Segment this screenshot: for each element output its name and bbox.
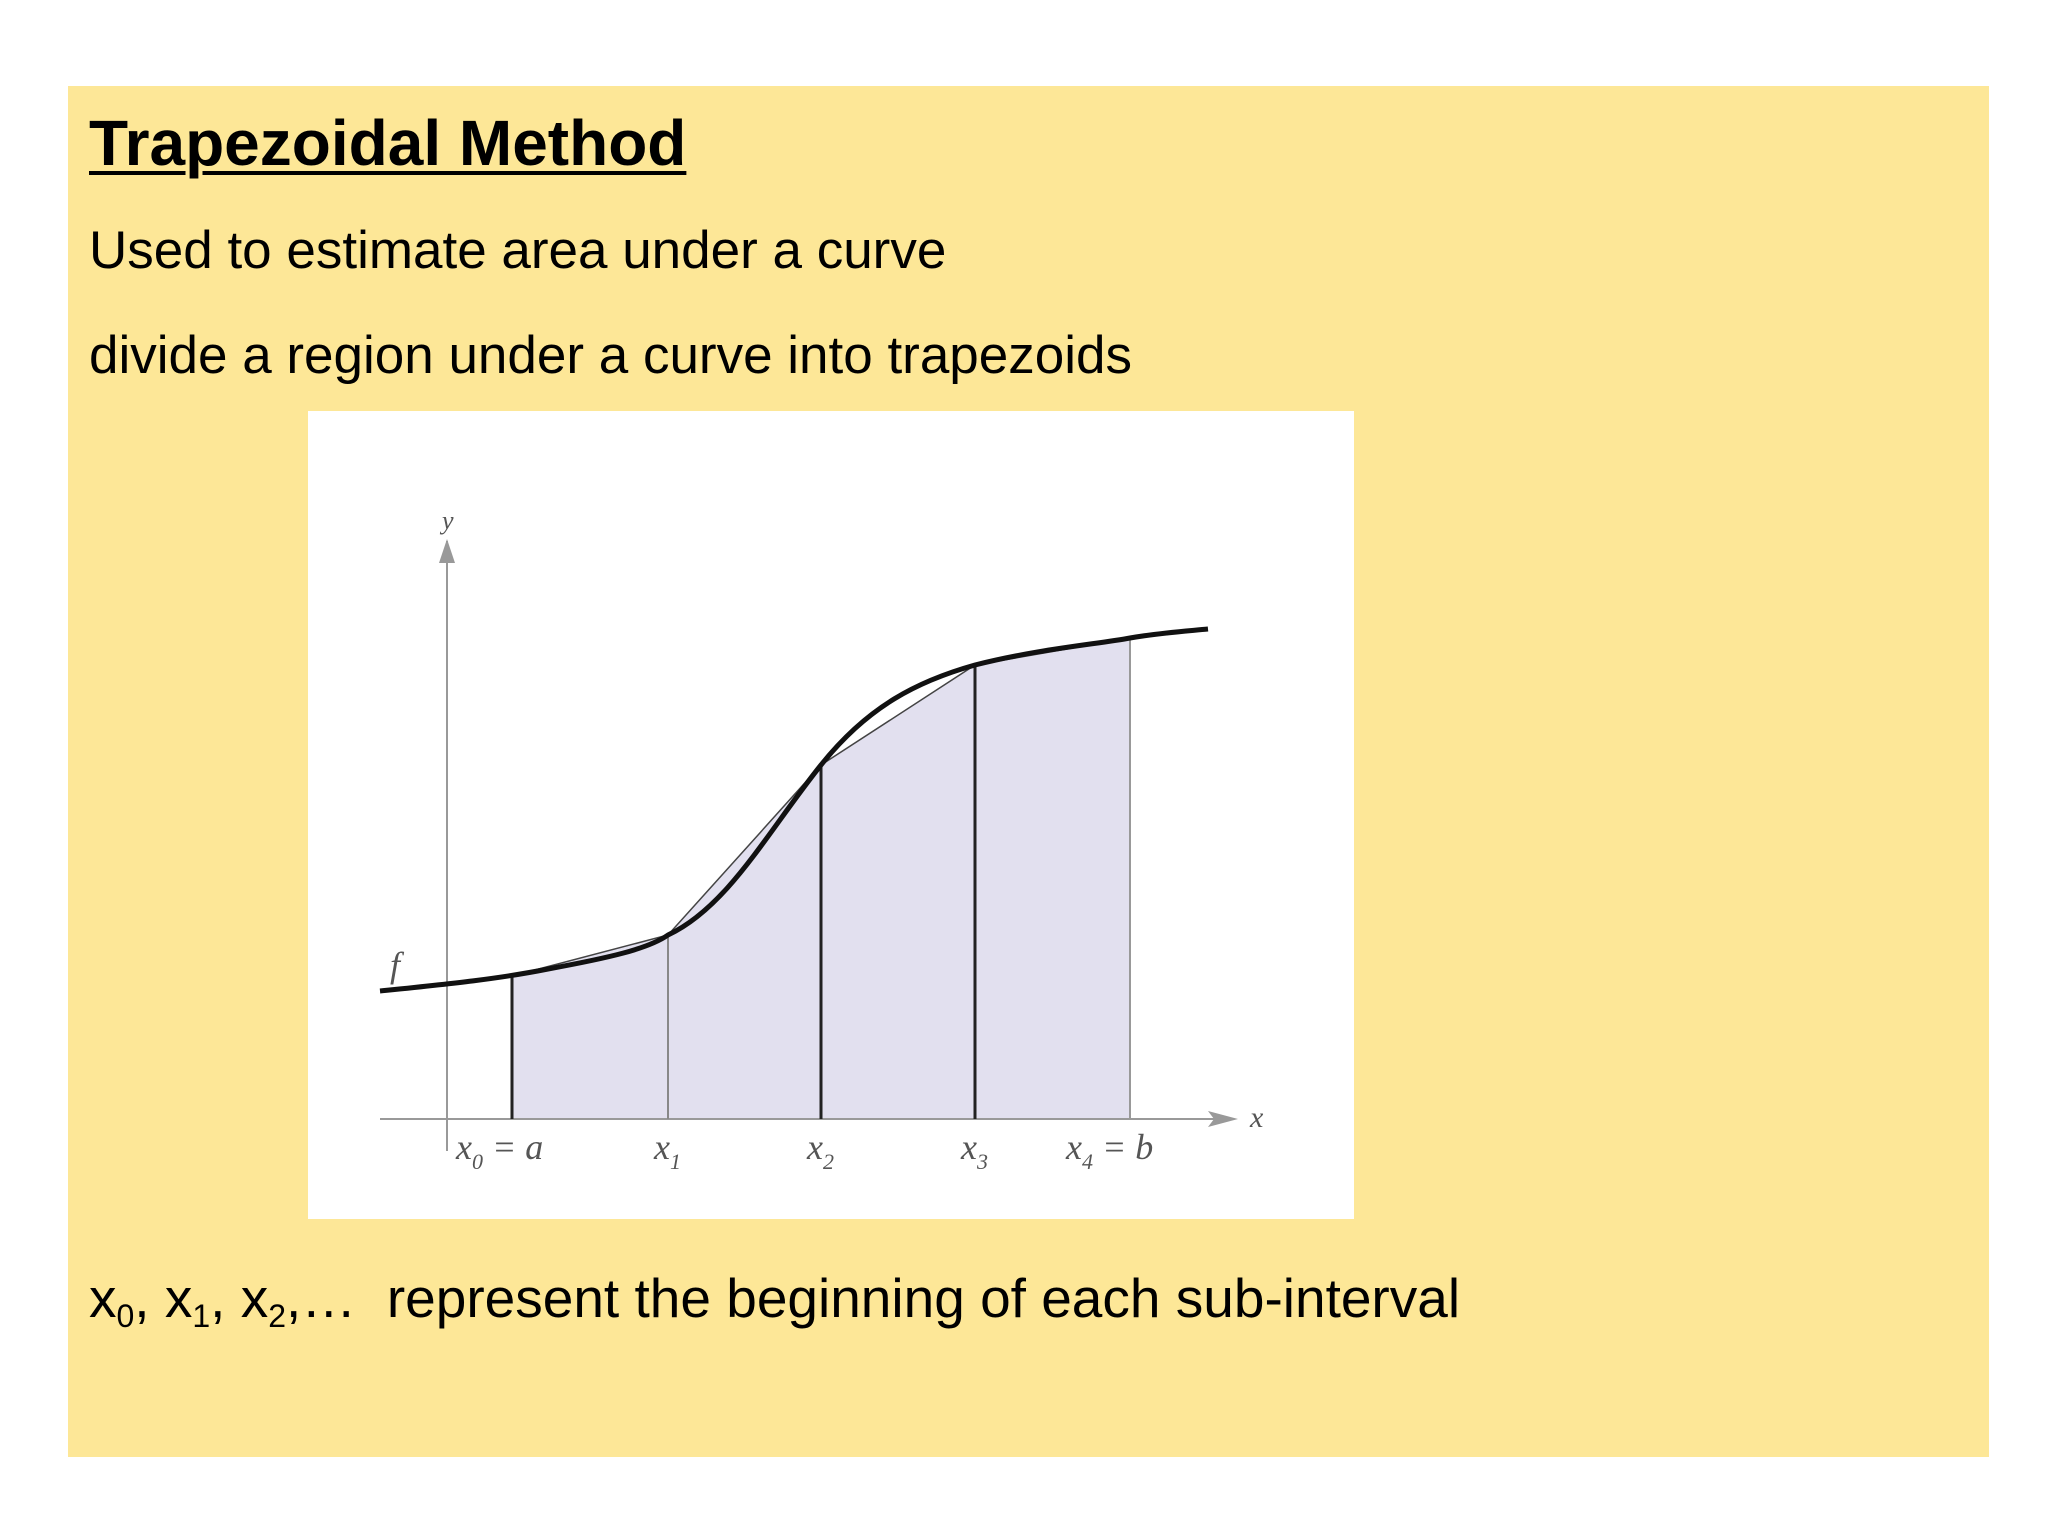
trapezoid-3 — [821, 665, 975, 1119]
bullet-line-2: divide a region under a curve into trape… — [89, 326, 1132, 385]
caption-sub-2: 2 — [268, 1298, 287, 1334]
caption-ellipsis: ,… — [286, 1267, 357, 1329]
tick-label-x2: x2 — [806, 1127, 834, 1174]
curve-f — [379, 626, 1209, 994]
trapezoid-2 — [668, 765, 821, 1119]
x-axis-arrow-icon — [1208, 1111, 1238, 1127]
tick-label-x3: x3 — [960, 1127, 988, 1174]
caption-x0: x — [89, 1267, 117, 1329]
caption-sub-1: 1 — [192, 1298, 211, 1334]
caption-sep-2: , — [210, 1267, 241, 1329]
caption-line: x0, x1, x2,… represent the beginning of … — [89, 1266, 1460, 1335]
tick-label-x0: x0 = a — [455, 1127, 543, 1174]
caption-text: represent the beginning of each sub-inte… — [356, 1267, 1461, 1329]
trapezoid-4 — [975, 638, 1130, 1119]
caption-x2: x — [240, 1267, 269, 1329]
curve-f-label: f — [390, 945, 405, 985]
caption-sep-1: , — [134, 1267, 165, 1329]
caption-sub-0: 0 — [116, 1298, 135, 1334]
tick-label-x1: x1 — [653, 1127, 681, 1174]
slide-title: Trapezoidal Method — [89, 107, 687, 179]
trapezoid-1 — [512, 935, 668, 1119]
caption-x1: x — [164, 1267, 193, 1329]
diagram-svg: y x f x0 = a x1 x2 x3 x4 = b — [379, 506, 1264, 1174]
tick-label-x4: x4 = b — [1065, 1127, 1153, 1174]
y-axis-label: y — [439, 506, 454, 535]
x-axis-label: x — [1249, 1101, 1264, 1134]
bullet-line-1: Used to estimate area under a curve — [89, 221, 947, 280]
slide-panel: Trapezoidal Method Used to estimate area… — [68, 86, 1989, 1457]
trapezoid-diagram: y x f x0 = a x1 x2 x3 x4 = b — [308, 411, 1354, 1219]
y-axis-arrow-icon — [439, 539, 455, 563]
